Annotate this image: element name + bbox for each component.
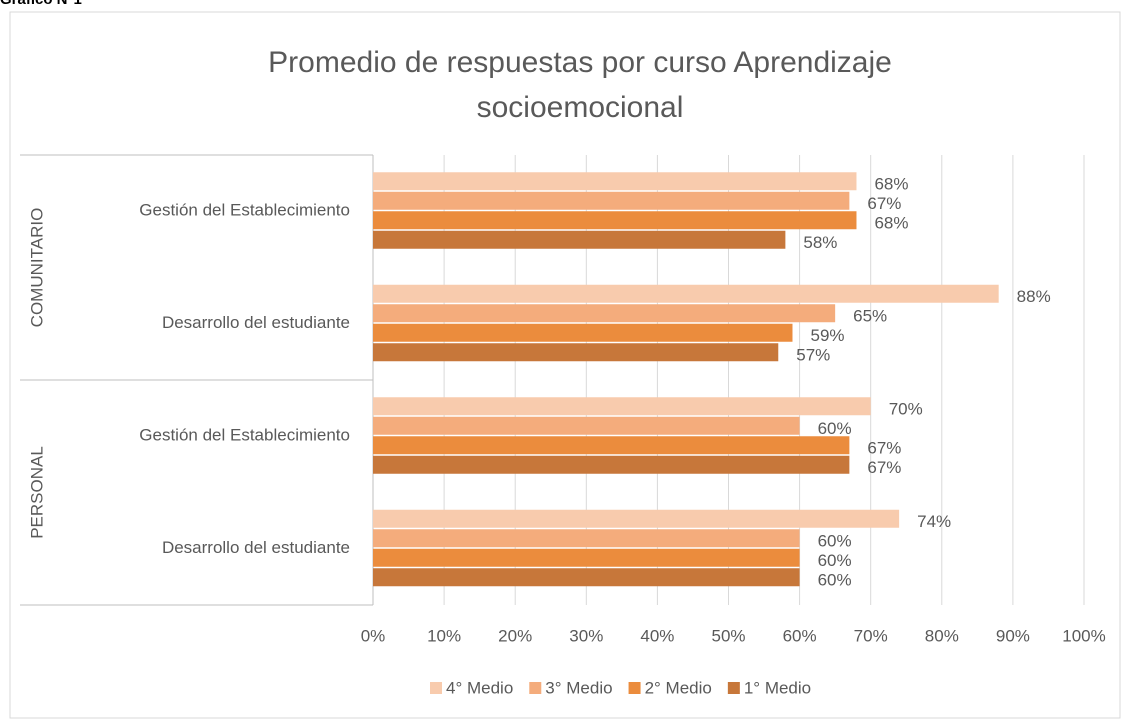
data-label: 58%	[803, 233, 837, 252]
legend-swatch	[430, 682, 442, 694]
x-tick-label: 30%	[569, 626, 603, 645]
data-label: 67%	[867, 458, 901, 477]
bar	[373, 548, 800, 567]
bar	[373, 529, 800, 548]
bar	[373, 230, 786, 249]
data-label: 67%	[867, 194, 901, 213]
data-label: 65%	[853, 307, 887, 326]
x-tick-label: 80%	[925, 626, 959, 645]
data-label: 88%	[1017, 287, 1051, 306]
x-tick-label: 60%	[783, 626, 817, 645]
legend-label: 3° Medio	[545, 678, 612, 697]
category-label: Gestión del Establecimiento	[139, 426, 350, 445]
data-label: 60%	[818, 551, 852, 570]
data-label: 74%	[917, 512, 951, 531]
data-label: 68%	[874, 214, 908, 233]
legend-swatch	[727, 682, 740, 694]
legend-swatch	[628, 682, 641, 694]
bar	[373, 172, 857, 191]
group-label: PERSONAL	[27, 446, 46, 539]
x-tick-label: 50%	[711, 626, 745, 645]
bar	[373, 568, 800, 587]
legend-swatch	[529, 682, 542, 694]
bar	[373, 191, 850, 210]
bar	[373, 397, 871, 416]
x-tick-label: 40%	[640, 626, 674, 645]
x-tick-label: 0%	[361, 626, 386, 645]
category-label: Desarrollo del estudiante	[162, 313, 350, 332]
page-label: Gráfico N°1	[0, 0, 82, 8]
data-label: 57%	[796, 346, 830, 365]
data-label: 60%	[818, 571, 852, 590]
group-label: COMUNITARIO	[27, 208, 46, 328]
data-label: 67%	[867, 439, 901, 458]
data-label: 68%	[874, 175, 908, 194]
bar	[373, 343, 779, 362]
legend-label: 2° Medio	[645, 678, 712, 697]
bar	[373, 416, 800, 435]
data-label: 70%	[889, 400, 923, 419]
category-label: Gestión del Establecimiento	[139, 201, 350, 220]
data-label: 60%	[818, 532, 852, 551]
category-label: Desarrollo del estudiante	[162, 538, 350, 557]
data-label: 59%	[810, 326, 844, 345]
x-tick-label: 100%	[1062, 626, 1105, 645]
bar	[373, 211, 857, 230]
bar	[373, 323, 793, 342]
chart-title: Promedio de respuestas por curso Aprendi…	[268, 46, 892, 124]
chart-border	[9, 11, 1121, 719]
x-tick-label: 20%	[498, 626, 532, 645]
x-tick-label: 90%	[996, 626, 1030, 645]
data-label: 60%	[818, 419, 852, 438]
bar	[373, 436, 850, 455]
bar	[373, 509, 900, 528]
x-tick-label: 10%	[427, 626, 461, 645]
legend-label: 1° Medio	[744, 678, 811, 697]
legend-label: 4° Medio	[446, 678, 513, 697]
bar	[373, 304, 836, 323]
x-tick-label: 70%	[854, 626, 888, 645]
bar	[373, 455, 850, 474]
bar	[373, 284, 999, 303]
